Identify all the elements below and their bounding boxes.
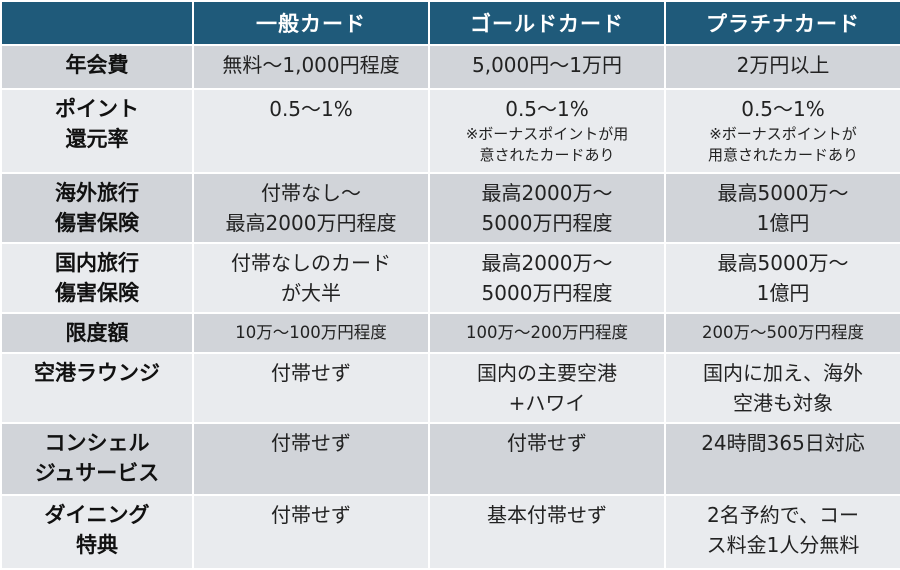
header-platinum-card: プラチナカード (664, 0, 900, 46)
cell-text: 付帯せず (271, 361, 351, 385)
cell-text: 5000万円程度 (481, 281, 613, 305)
row-label-line: ポイント (55, 97, 139, 121)
header-gold-card: ゴールドカード (428, 0, 666, 46)
row-label-line: 空港ラウンジ (34, 361, 160, 385)
cell-text: 空港も対象 (733, 391, 833, 415)
cell-general: 付帯せず (192, 352, 430, 424)
row-label-line: ダイニング (44, 503, 150, 527)
row-airport-lounge: 空港ラウンジ 付帯せず 国内の主要空港 +ハワイ 国内に加え、海外 空港も対象 (0, 352, 900, 424)
cell-platinum: 0.5〜1% ※ボーナスポイントが 用意されたカードあり (664, 88, 900, 174)
cell-general: 0.5〜1% (192, 88, 430, 174)
cell-text: 0.5〜1% (741, 97, 825, 121)
row-label-line: 還元率 (65, 127, 129, 151)
cell-text: 1億円 (756, 281, 810, 305)
cell-text: 2万円以上 (736, 53, 830, 77)
cell-text: 200万〜500万円程度 (702, 323, 864, 342)
header-general-card: 一般カード (192, 0, 430, 46)
row-domestic-insurance: 国内旅行 傷害保険 付帯なしのカード が大半 最高2000万〜 5000万円程度… (0, 242, 900, 314)
cell-gold: 国内の主要空港 +ハワイ (428, 352, 666, 424)
cell-text: 付帯せず (507, 431, 587, 455)
cell-text: 10万〜100万円程度 (235, 323, 387, 342)
row-overseas-insurance: 海外旅行 傷害保険 付帯なし〜 最高2000万円程度 最高2000万〜 5000… (0, 172, 900, 244)
cell-text: 2名予約で、コー (707, 503, 859, 527)
cell-text: 国内に加え、海外 (703, 361, 863, 385)
cell-note: ※ボーナスポイントが用 (465, 125, 629, 143)
row-label-line: コンシェル (44, 431, 150, 455)
cell-text: 付帯せず (271, 431, 351, 455)
cell-text: ス料金1人分無料 (706, 533, 860, 557)
row-point-rate: ポイント 還元率 0.5〜1% 0.5〜1% ※ボーナスポイントが用 意されたカ… (0, 88, 900, 174)
row-label-line: 傷害保険 (55, 211, 139, 235)
row-label-line: 限度額 (65, 321, 129, 345)
row-label: 年会費 (0, 44, 194, 90)
row-label-line: 傷害保険 (55, 281, 139, 305)
row-concierge: コンシェル ジュサービス 付帯せず 付帯せず 24時間365日対応 (0, 422, 900, 496)
cell-platinum: 最高5000万〜 1億円 (664, 242, 900, 314)
header-corner (0, 0, 194, 46)
row-annual-fee: 年会費 無料〜1,000円程度 5,000円〜1万円 2万円以上 (0, 44, 900, 90)
cell-text: 0.5〜1% (269, 97, 353, 121)
row-label: ダイニング 特典 (0, 494, 194, 570)
cell-text: 国内の主要空港 (477, 361, 617, 385)
cell-platinum: 2万円以上 (664, 44, 900, 90)
row-label-line: ジュサービス (34, 461, 160, 485)
row-dining: ダイニング 特典 付帯せず 基本付帯せず 2名予約で、コー ス料金1人分無料 (0, 494, 900, 570)
cell-text: 付帯なし〜 (261, 181, 361, 205)
cell-text: 最高2000万〜 (481, 181, 613, 205)
cell-text: 付帯せず (271, 503, 351, 527)
header-row: 一般カード ゴールドカード プラチナカード (0, 0, 900, 46)
cell-text: 5000万円程度 (481, 211, 613, 235)
row-label: 限度額 (0, 312, 194, 354)
cell-platinum: 2名予約で、コー ス料金1人分無料 (664, 494, 900, 570)
cell-platinum: 国内に加え、海外 空港も対象 (664, 352, 900, 424)
row-label: 空港ラウンジ (0, 352, 194, 424)
cell-text: 5,000円〜1万円 (472, 53, 622, 77)
cell-platinum: 24時間365日対応 (664, 422, 900, 496)
cell-gold: 0.5〜1% ※ボーナスポイントが用 意されたカードあり (428, 88, 666, 174)
row-credit-limit: 限度額 10万〜100万円程度 100万〜200万円程度 200万〜500万円程… (0, 312, 900, 354)
cell-note: 意されたカードあり (479, 146, 615, 164)
cell-text: 無料〜1,000円程度 (222, 53, 400, 77)
cell-text: 基本付帯せず (487, 503, 607, 527)
cell-general: 付帯なし〜 最高2000万円程度 (192, 172, 430, 244)
cell-text: 1億円 (756, 211, 810, 235)
row-label: 海外旅行 傷害保険 (0, 172, 194, 244)
cell-text: +ハワイ (508, 391, 586, 415)
cell-gold: 最高2000万〜 5000万円程度 (428, 172, 666, 244)
cell-text: 0.5〜1% (505, 97, 589, 121)
cell-text: 24時間365日対応 (701, 431, 865, 455)
cell-text: が大半 (281, 281, 341, 305)
cell-general: 10万〜100万円程度 (192, 312, 430, 354)
cell-gold: 付帯せず (428, 422, 666, 496)
cell-general: 無料〜1,000円程度 (192, 44, 430, 90)
cell-note: ※ボーナスポイントが (709, 125, 857, 143)
cell-gold: 基本付帯せず (428, 494, 666, 570)
row-label-line: 年会費 (65, 53, 129, 77)
cell-general: 付帯なしのカード が大半 (192, 242, 430, 314)
cell-text: 付帯なしのカード (231, 251, 391, 275)
cell-text: 最高5000万〜 (717, 251, 849, 275)
cell-note: 用意されたカードあり (707, 146, 858, 164)
cell-text: 最高5000万〜 (717, 181, 849, 205)
cell-gold: 最高2000万〜 5000万円程度 (428, 242, 666, 314)
cell-text: 最高2000万〜 (481, 251, 613, 275)
cell-text: 100万〜200万円程度 (466, 323, 628, 342)
row-label-line: 国内旅行 (55, 251, 139, 275)
row-label-line: 特典 (76, 533, 118, 557)
row-label: ポイント 還元率 (0, 88, 194, 174)
row-label: 国内旅行 傷害保険 (0, 242, 194, 314)
row-label-line: 海外旅行 (55, 181, 139, 205)
cell-gold: 5,000円〜1万円 (428, 44, 666, 90)
cell-text: 最高2000万円程度 (225, 211, 397, 235)
cell-general: 付帯せず (192, 494, 430, 570)
row-label: コンシェル ジュサービス (0, 422, 194, 496)
cell-general: 付帯せず (192, 422, 430, 496)
cell-platinum: 200万〜500万円程度 (664, 312, 900, 354)
cell-gold: 100万〜200万円程度 (428, 312, 666, 354)
cell-platinum: 最高5000万〜 1億円 (664, 172, 900, 244)
